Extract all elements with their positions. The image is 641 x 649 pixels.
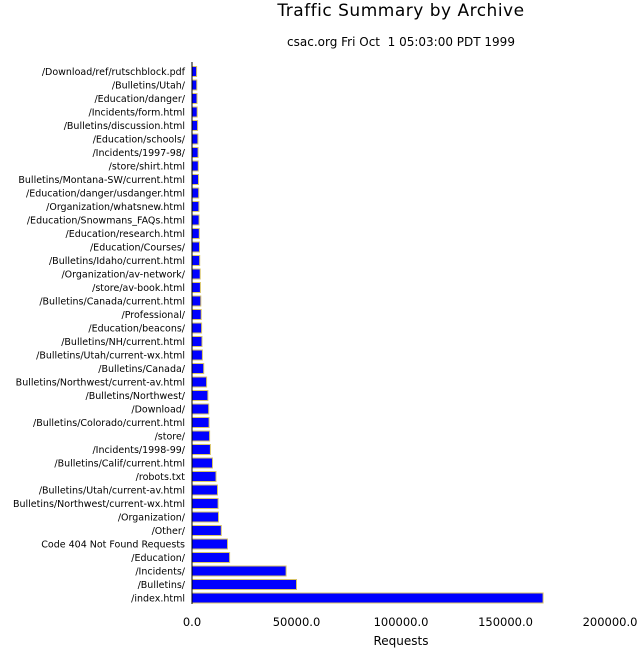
category-labels: /Download/ref/rutschblock.pdf/Bulletins/…: [13, 67, 186, 605]
x-axis-label: Requests: [374, 634, 429, 648]
category-label: /Organization/av-network/: [61, 270, 185, 281]
bar: [191, 241, 200, 253]
category-label: Bulletins/Montana-SW/current.html: [18, 175, 185, 186]
bars-group: [191, 66, 544, 604]
category-label: /Other/: [152, 526, 186, 537]
category-label: /Education/danger/usdanger.html: [26, 189, 185, 200]
bar: [191, 228, 200, 239]
x-tick-label: 100000.0: [374, 615, 429, 629]
bar: [191, 525, 222, 536]
category-label: /Education/schools/: [93, 135, 186, 146]
bar: [191, 511, 219, 523]
bar: [191, 444, 211, 455]
bar: [191, 579, 297, 590]
bar: [191, 417, 210, 428]
bar: [191, 457, 213, 469]
bar: [191, 309, 202, 320]
category-label: /Bulletins/Canada/: [98, 364, 186, 375]
category-label: /Professional/: [122, 310, 186, 321]
bar: [191, 592, 544, 604]
category-label: /index.html: [131, 594, 185, 605]
category-label: /Download/: [131, 405, 185, 416]
bar: [191, 147, 199, 158]
bar: [191, 282, 201, 293]
category-label: /Bulletins/Calif/current.html: [54, 459, 185, 470]
category-label: /Education/Snowmans_FAQs.html: [27, 216, 185, 227]
category-label: /Download/ref/rutschblock.pdf: [42, 67, 186, 78]
x-tick-label: 0.0: [183, 615, 201, 629]
bar: [191, 214, 200, 226]
bar: [191, 106, 198, 118]
bar: [191, 498, 219, 509]
category-label: /Bulletins/Utah/current-wx.html: [36, 351, 185, 362]
category-label: /Bulletins/Utah/: [112, 81, 186, 92]
bar: [191, 336, 203, 347]
category-label: /Bulletins/Utah/current-av.html: [39, 486, 185, 497]
category-label: /store/shirt.html: [109, 162, 185, 173]
category-label: /Education/Courses/: [90, 243, 186, 254]
bar: [191, 363, 205, 374]
category-label: /Education/: [131, 553, 185, 564]
bar: [191, 66, 198, 77]
category-label: /Organization/whatsnew.html: [46, 202, 185, 213]
bar: [191, 471, 217, 482]
bar: [191, 133, 199, 145]
bar: [191, 390, 209, 401]
category-label: /Organization/: [118, 513, 186, 524]
chart-title: Traffic Summary by Archive: [276, 1, 524, 21]
bar: [191, 349, 203, 361]
category-label: /Education/danger/: [94, 94, 185, 105]
category-label: /Bulletins/Colorado/current.html: [33, 418, 185, 429]
category-label: /Bulletins/Canada/current.html: [39, 297, 185, 308]
category-label: /store/av-book.html: [92, 283, 185, 294]
chart-subtitle: csac.org Fri Oct 1 05:03:00 PDT 1999: [287, 35, 515, 49]
category-label: /Incidents/form.html: [89, 108, 185, 119]
bar: [191, 93, 198, 104]
category-label: Code 404 Not Found Requests: [41, 540, 185, 551]
bar: [191, 538, 228, 550]
bar: [191, 255, 201, 266]
bar: [191, 376, 208, 388]
bar: [191, 201, 200, 212]
category-label: /Incidents/1997-98/: [92, 148, 185, 159]
bar: [191, 430, 211, 442]
x-tick-label: 200000.0: [583, 615, 638, 629]
bar: [191, 322, 203, 334]
bar: [191, 79, 198, 91]
category-label: /robots.txt: [136, 472, 186, 483]
bar: [191, 565, 287, 577]
category-label: /store/: [155, 432, 186, 443]
bar: [191, 120, 199, 131]
category-label: /Bulletins/NH/current.html: [61, 337, 185, 348]
bar: [191, 187, 200, 199]
x-tick-label: 50000.0: [273, 615, 321, 629]
bar: [191, 484, 218, 496]
bar: [191, 295, 202, 307]
bar: [191, 552, 231, 563]
x-tick-label: 150000.0: [478, 615, 533, 629]
category-label: /Bulletins/Northwest/: [86, 391, 186, 402]
category-label: /Education/beacons/: [88, 324, 185, 335]
bar: [191, 403, 210, 415]
category-label: /Bulletins/: [138, 580, 186, 591]
x-axis-ticks: 0.0 50000.0 100000.0 150000.0 200000.0: [183, 615, 638, 629]
category-label: Bulletins/Northwest/current-av.html: [16, 378, 185, 389]
category-label: /Education/research.html: [66, 229, 185, 240]
bar: [191, 174, 199, 185]
category-label: /Bulletins/Idaho/current.html: [49, 256, 185, 267]
category-label: /Bulletins/discussion.html: [64, 121, 185, 132]
category-label: /Incidents/: [135, 567, 185, 578]
bar: [191, 268, 201, 280]
category-label: /Incidents/1998-99/: [92, 445, 185, 456]
bar: [191, 160, 199, 172]
category-label: Bulletins/Northwest/current-wx.html: [13, 499, 185, 510]
